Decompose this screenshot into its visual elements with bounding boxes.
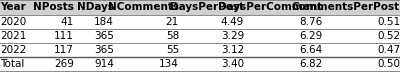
Text: 2021: 2021 (0, 31, 26, 41)
Text: 117: 117 (54, 45, 74, 55)
Text: 6.29: 6.29 (299, 31, 322, 41)
Text: 58: 58 (166, 31, 179, 41)
Text: 2020: 2020 (0, 17, 26, 27)
Text: DaysPerComment: DaysPerComment (218, 3, 322, 13)
Text: CommentsPerPost: CommentsPerPost (292, 3, 400, 13)
Text: 0.51: 0.51 (377, 17, 400, 27)
Text: 3.40: 3.40 (221, 59, 244, 69)
Text: 0.52: 0.52 (377, 31, 400, 41)
FancyBboxPatch shape (0, 43, 400, 57)
Text: 134: 134 (159, 59, 179, 69)
Text: 0.47: 0.47 (377, 45, 400, 55)
Text: Year: Year (0, 3, 26, 13)
Text: 269: 269 (54, 59, 74, 69)
Text: DaysPerPost: DaysPerPost (170, 3, 244, 13)
Text: 21: 21 (166, 17, 179, 27)
Text: 0.50: 0.50 (377, 59, 400, 69)
Text: NPosts: NPosts (33, 3, 74, 13)
Text: 6.82: 6.82 (299, 59, 322, 69)
Text: 914: 914 (94, 59, 114, 69)
Text: 365: 365 (94, 45, 114, 55)
Text: NComments: NComments (108, 3, 179, 13)
Text: 111: 111 (54, 31, 74, 41)
Text: NDays: NDays (77, 3, 114, 13)
Text: 4.49: 4.49 (221, 17, 244, 27)
FancyBboxPatch shape (0, 29, 400, 43)
Text: 3.12: 3.12 (221, 45, 244, 55)
Text: 55: 55 (166, 45, 179, 55)
FancyBboxPatch shape (0, 0, 400, 15)
Text: 184: 184 (94, 17, 114, 27)
FancyBboxPatch shape (0, 15, 400, 29)
Text: 2022: 2022 (0, 45, 26, 55)
Text: 6.64: 6.64 (299, 45, 322, 55)
Text: 3.29: 3.29 (221, 31, 244, 41)
Text: Total: Total (0, 59, 24, 69)
Text: 8.76: 8.76 (299, 17, 322, 27)
FancyBboxPatch shape (0, 57, 400, 71)
Text: 41: 41 (61, 17, 74, 27)
Text: 365: 365 (94, 31, 114, 41)
